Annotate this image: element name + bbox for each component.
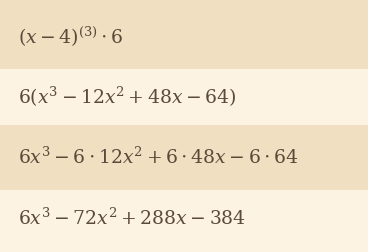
Text: $6x^3 - 6 \cdot 12x^2 + 6 \cdot 48x - 6 \cdot 64$: $6x^3 - 6 \cdot 12x^2 + 6 \cdot 48x - 6 … [18,147,299,168]
FancyBboxPatch shape [0,125,368,190]
Text: $6x^3 - 72x^2 + 288x - 384$: $6x^3 - 72x^2 + 288x - 384$ [18,207,246,229]
Text: $(x - 4)^{(3)} \cdot 6$: $(x - 4)^{(3)} \cdot 6$ [18,24,124,49]
FancyBboxPatch shape [0,0,368,69]
Text: $6\left(x^3 - 12x^2 + 48x - 64\right)$: $6\left(x^3 - 12x^2 + 48x - 64\right)$ [18,85,237,109]
